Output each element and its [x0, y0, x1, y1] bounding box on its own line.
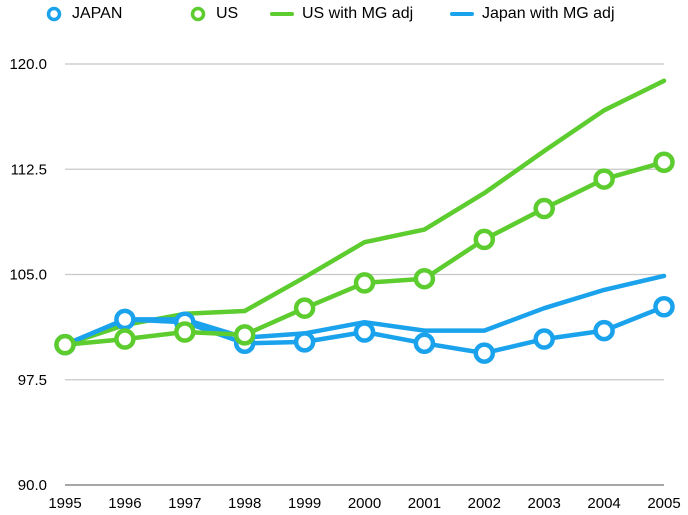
legend-item-japan[interactable]: JAPAN	[44, 4, 122, 24]
data-point-japan-2005[interactable]	[653, 296, 675, 318]
y-axis-labels: 90.0 97.5 105.0 112.5 120.0	[9, 56, 47, 494]
data-point-us-1995[interactable]	[54, 333, 76, 356]
legend-label-us-mg-adj: US with MG adj	[302, 5, 414, 22]
chart-legend: JAPAN US US with MG adj Japan with MG ad…	[0, 0, 688, 30]
y-tick-label: 90.0	[18, 477, 47, 494]
legend-label-us: US	[216, 5, 239, 22]
data-point-japan-2003[interactable]	[533, 328, 555, 350]
legend-label-japan-mg-adj: Japan with MG adj	[482, 5, 615, 22]
x-tick-label: 1998	[228, 495, 261, 512]
data-point-us-2004[interactable]	[593, 168, 615, 190]
gridlines	[65, 63, 664, 486]
x-tick-label: 1997	[168, 495, 201, 512]
x-tick-label: 2005	[647, 495, 680, 512]
series-line-us-with-mg-adj	[62, 78, 667, 347]
x-tick-label: 2000	[348, 495, 381, 512]
data-point-us-2005[interactable]	[653, 151, 675, 173]
legend-swatch-japan-marker	[46, 6, 62, 22]
data-point-us-2001[interactable]	[413, 267, 436, 290]
data-point-us-2000[interactable]	[353, 272, 376, 294]
x-tick-label: 1999	[288, 495, 321, 512]
data-point-japan-2004[interactable]	[593, 319, 615, 342]
data-point-japan-1999[interactable]	[293, 331, 316, 353]
data-point-us-1999[interactable]	[293, 297, 316, 319]
legend-swatch-us-mg-adj-line	[270, 12, 294, 16]
x-tick-label: 2004	[587, 495, 620, 512]
series-markers	[54, 151, 675, 364]
y-tick-label: 105.0	[9, 267, 47, 284]
data-point-japan-2001[interactable]	[413, 332, 436, 355]
legend-swatch-japan-mg-adj-line	[450, 12, 474, 16]
data-point-us-2002[interactable]	[473, 228, 496, 251]
data-point-us-2003[interactable]	[533, 197, 555, 220]
x-tick-label: 2003	[528, 495, 561, 512]
y-tick-label: 97.5	[18, 372, 47, 389]
data-point-us-1996[interactable]	[114, 328, 136, 350]
data-point-us-1998[interactable]	[233, 324, 256, 346]
x-tick-label: 2001	[408, 495, 441, 512]
x-axis-labels: 1995 1996 1997 1998 1999 2000 2001 2002 2003 2004…	[48, 495, 680, 512]
legend-label-japan: JAPAN	[72, 5, 123, 22]
legend-swatch-us-marker	[190, 6, 206, 22]
x-tick-label: 2002	[468, 495, 501, 512]
x-tick-label: 1995	[48, 495, 81, 512]
legend-item-japan-mg-adj[interactable]: Japan with MG adj	[450, 4, 615, 24]
data-point-us-1997[interactable]	[174, 321, 196, 343]
data-point-japan-2000[interactable]	[353, 321, 376, 343]
legend-item-us[interactable]: US	[188, 4, 238, 24]
series-lines	[62, 78, 667, 356]
legend-item-us-mg-adj[interactable]: US with MG adj	[270, 4, 413, 24]
data-point-japan-1996[interactable]	[114, 308, 136, 331]
data-point-japan-2002[interactable]	[473, 342, 496, 364]
x-tick-label: 1996	[108, 495, 141, 512]
y-tick-label: 120.0	[9, 56, 47, 73]
y-tick-label: 112.5	[11, 161, 47, 178]
